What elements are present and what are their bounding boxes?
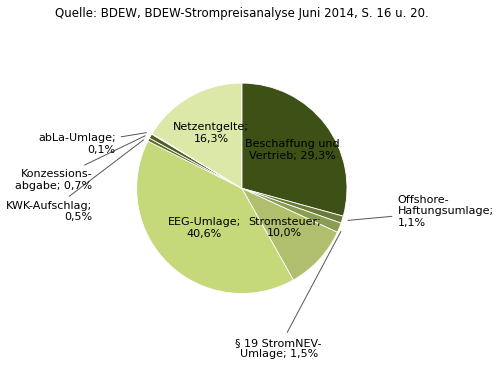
Text: EEG-Umlage;
40,6%: EEG-Umlage; 40,6% (167, 217, 241, 239)
Text: Konzessions-
abgabe; 0,7%: Konzessions- abgabe; 0,7% (15, 136, 145, 191)
Text: abLa-Umlage;
0,1%: abLa-Umlage; 0,1% (38, 132, 146, 155)
Wedge shape (242, 188, 341, 232)
Text: § 19 StromNEV-
Umlage; 1,5%: § 19 StromNEV- Umlage; 1,5% (236, 231, 341, 359)
Text: KWK-Aufschlag;
0,5%: KWK-Aufschlag; 0,5% (6, 140, 144, 222)
Wedge shape (152, 134, 242, 188)
Title: Quelle: BDEW, BDEW-Strompreisanalyse Juni 2014, S. 16 u. 20.: Quelle: BDEW, BDEW-Strompreisanalyse Jun… (55, 7, 429, 20)
Wedge shape (242, 188, 337, 280)
Text: Offshore-
Haftungsumlage;
1,1%: Offshore- Haftungsumlage; 1,1% (348, 195, 494, 228)
Wedge shape (152, 83, 242, 188)
Wedge shape (148, 138, 242, 188)
Wedge shape (242, 83, 347, 216)
Wedge shape (242, 188, 343, 223)
Wedge shape (137, 141, 293, 294)
Text: Beschaffung und
Vertrieb; 29,3%: Beschaffung und Vertrieb; 29,3% (245, 139, 339, 161)
Wedge shape (149, 134, 242, 188)
Text: Stromsteuer;
10,0%: Stromsteuer; 10,0% (248, 217, 321, 238)
Text: Netzentgelte;
16,3%: Netzentgelte; 16,3% (173, 123, 249, 144)
